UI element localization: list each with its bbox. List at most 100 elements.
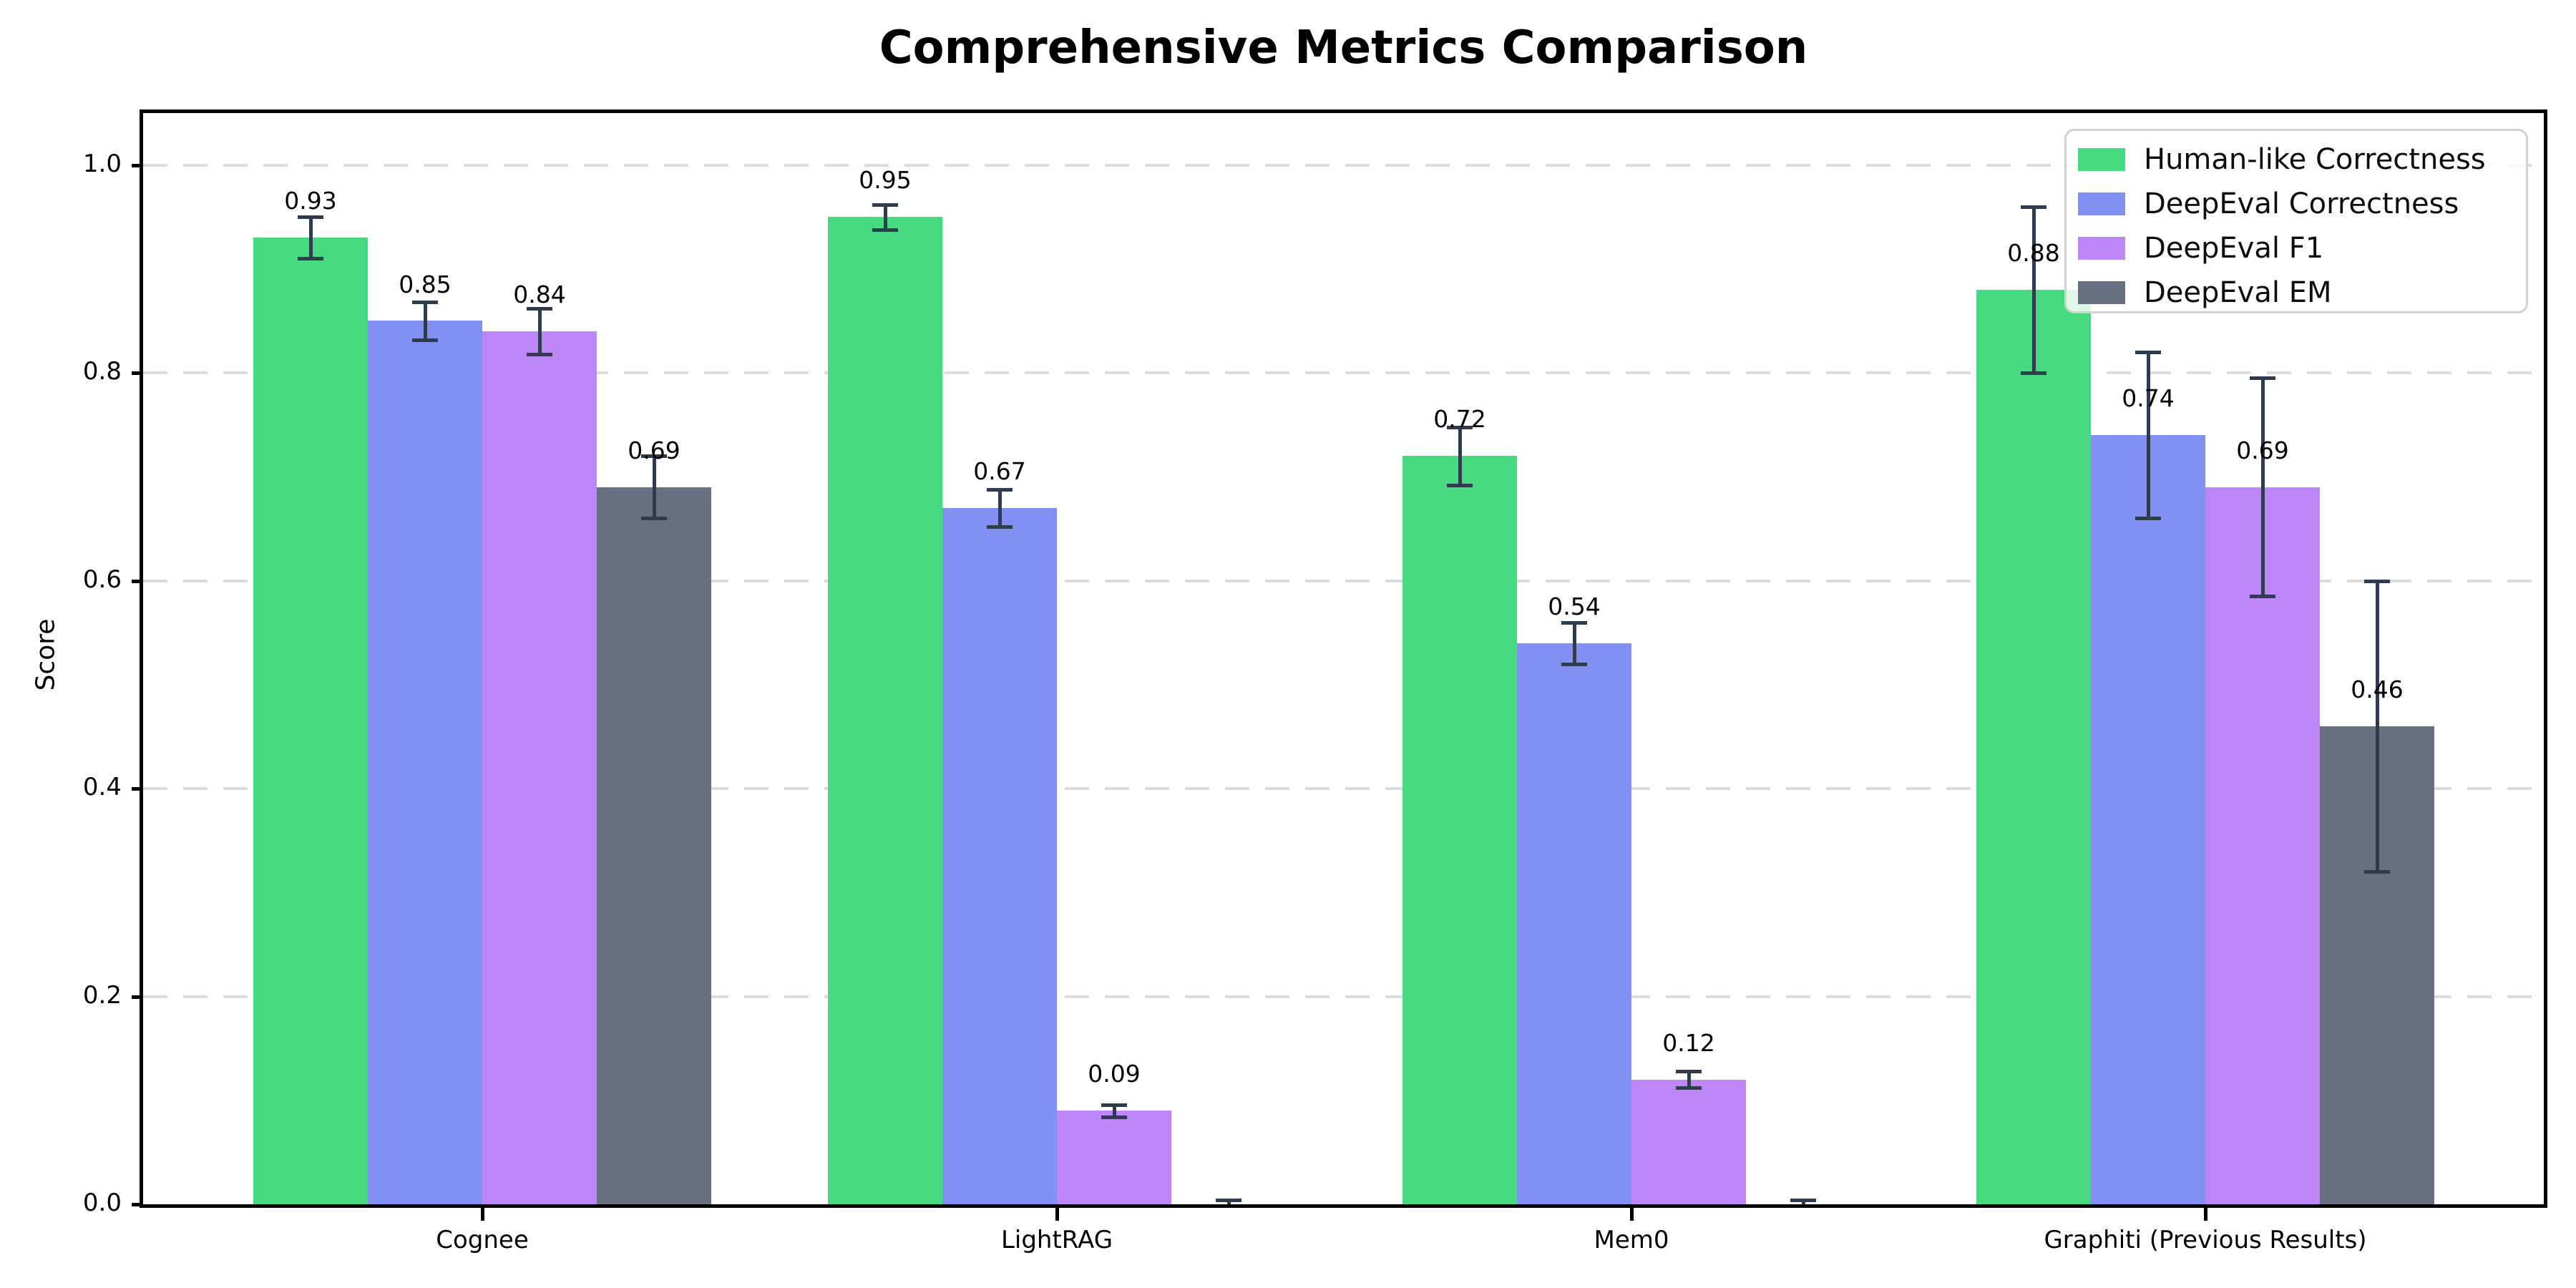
error-bar-cognee-deepeval-em — [652, 456, 656, 519]
bar-mem0-human-like-correctness — [1402, 456, 1517, 1204]
legend-item-deepeval-em: DeepEval EM — [2067, 270, 2526, 316]
error-bar-cognee-deepeval-f1 — [537, 308, 542, 354]
error-cap-top-mem0-deepeval-f1 — [1676, 1070, 1702, 1074]
y-tick-label-0.0: 0.0 — [82, 1189, 122, 1217]
bar-graphiti-previous-results-human-like-correctness — [1976, 289, 2091, 1204]
error-bar-graphiti-previous-results-human-like-correctness — [2031, 206, 2036, 374]
x-tick-label-lightrag: LightRAG — [1000, 1226, 1113, 1254]
error-bar-cognee-deepeval-correctness — [423, 302, 427, 340]
x-tick-mark-mem0 — [1630, 1208, 1634, 1221]
error-bar-mem0-deepeval-f1 — [1687, 1071, 1691, 1088]
x-tick-label-graphiti-previous-results: Graphiti (Previous Results) — [2044, 1226, 2367, 1254]
y-tick-mark-0.4 — [132, 787, 143, 791]
legend-item-deepeval-correctness: DeepEval Correctness — [2067, 181, 2526, 227]
bar-cognee-human-like-correctness — [253, 238, 368, 1204]
y-tick-label-0.4: 0.4 — [82, 773, 122, 802]
y-axis-label: Score — [31, 618, 61, 691]
error-cap-top-mem0-human-like-correctness — [1447, 425, 1473, 429]
legend-item-deepeval-f1: DeepEval F1 — [2067, 225, 2526, 271]
y-tick-label-0.6: 0.6 — [82, 565, 122, 594]
y-tick-label-1.0: 1.0 — [82, 149, 122, 178]
error-cap-bottom-cognee-deepeval-correctness — [412, 338, 438, 342]
bar-lightrag-deepeval-f1 — [1057, 1111, 1171, 1204]
error-cap-bottom-cognee-deepeval-em — [641, 517, 667, 521]
value-label-cognee-deepeval-correctness: 0.85 — [399, 270, 452, 298]
y-tick-mark-1.0 — [132, 163, 143, 167]
error-bar-cognee-human-like-correctness — [308, 217, 313, 259]
error-cap-bottom-cognee-deepeval-f1 — [527, 352, 552, 356]
y-tick-mark-0.0 — [132, 1203, 143, 1206]
bar-cognee-deepeval-f1 — [482, 331, 597, 1204]
x-tick-label-mem0: Mem0 — [1594, 1226, 1669, 1254]
value-label-lightrag-deepeval-f1: 0.09 — [1088, 1060, 1141, 1088]
value-label-graphiti-previous-results-human-like-correctness: 0.88 — [2007, 238, 2060, 267]
bar-mem0-deepeval-correctness — [1517, 643, 1631, 1204]
error-cap-top-graphiti-previous-results-deepeval-correctness — [2135, 351, 2161, 355]
y-tick-label-0.8: 0.8 — [82, 357, 122, 386]
legend-swatch-deepeval-f1 — [2078, 237, 2125, 260]
x-tick-mark-lightrag — [1055, 1208, 1059, 1221]
error-bar-lightrag-deepeval-correctness — [997, 489, 1002, 527]
error-cap-top-lightrag-deepeval-em — [1216, 1199, 1241, 1203]
bar-cognee-deepeval-correctness — [368, 321, 482, 1204]
error-cap-bottom-mem0-human-like-correctness — [1447, 483, 1473, 487]
value-label-lightrag-human-like-correctness: 0.95 — [859, 166, 912, 195]
legend-label-deepeval-f1: DeepEval F1 — [2144, 232, 2324, 265]
error-cap-bottom-mem0-deepeval-em — [1790, 1207, 1816, 1208]
legend: Human-like Correctness DeepEval Correctne… — [2064, 129, 2528, 313]
gridline-1.0 — [143, 163, 2544, 167]
legend-item-human-like-correctness: Human-like Correctness — [2067, 137, 2526, 182]
value-label-mem0-deepeval-f1: 0.12 — [1662, 1028, 1715, 1057]
x-tick-mark-graphiti-previous-results — [2204, 1208, 2207, 1221]
legend-swatch-human-like-correctness — [2078, 148, 2125, 171]
value-label-mem0-deepeval-correctness: 0.54 — [1548, 592, 1601, 620]
gridline-0.4 — [143, 787, 2544, 791]
gridline-0.6 — [143, 579, 2544, 582]
value-label-lightrag-deepeval-correctness: 0.67 — [973, 457, 1026, 485]
error-cap-top-lightrag-human-like-correctness — [872, 203, 898, 207]
error-bar-lightrag-deepeval-f1 — [1112, 1104, 1116, 1117]
error-bar-graphiti-previous-results-deepeval-em — [2375, 580, 2379, 872]
error-cap-top-lightrag-deepeval-f1 — [1101, 1103, 1127, 1107]
error-cap-bottom-graphiti-previous-results-human-like-correctness — [2021, 371, 2046, 376]
gridline-0.8 — [143, 371, 2544, 375]
value-label-graphiti-previous-results-deepeval-f1: 0.69 — [2236, 436, 2289, 464]
error-cap-top-cognee-human-like-correctness — [298, 215, 323, 220]
error-bar-graphiti-previous-results-deepeval-f1 — [2260, 378, 2265, 597]
error-cap-top-cognee-deepeval-f1 — [527, 307, 552, 311]
legend-label-deepeval-em: DeepEval EM — [2144, 276, 2332, 309]
bar-graphiti-previous-results-deepeval-correctness — [2091, 435, 2205, 1204]
y-tick-mark-0.2 — [132, 995, 143, 999]
bar-lightrag-human-like-correctness — [828, 217, 942, 1204]
legend-label-deepeval-correctness: DeepEval Correctness — [2144, 187, 2459, 220]
error-cap-top-graphiti-previous-results-deepeval-em — [2364, 579, 2390, 583]
error-bar-mem0-deepeval-correctness — [1572, 622, 1576, 664]
error-bar-lightrag-human-like-correctness — [883, 204, 887, 230]
y-tick-mark-0.8 — [132, 371, 143, 376]
value-label-cognee-deepeval-f1: 0.84 — [513, 280, 566, 309]
legend-swatch-deepeval-correctness — [2078, 192, 2125, 215]
legend-swatch-deepeval-em — [2078, 281, 2125, 304]
bar-mem0-deepeval-f1 — [1631, 1079, 1746, 1204]
error-cap-bottom-lightrag-human-like-correctness — [872, 228, 898, 232]
error-cap-bottom-graphiti-previous-results-deepeval-em — [2364, 870, 2390, 874]
error-cap-bottom-lightrag-deepeval-em — [1216, 1207, 1241, 1208]
error-cap-bottom-mem0-deepeval-correctness — [1561, 662, 1587, 666]
x-tick-label-cognee: Cognee — [436, 1226, 529, 1254]
bar-cognee-deepeval-em — [597, 487, 711, 1204]
error-cap-top-lightrag-deepeval-correctness — [987, 487, 1013, 492]
error-cap-top-graphiti-previous-results-deepeval-f1 — [2250, 376, 2275, 381]
error-cap-bottom-mem0-deepeval-f1 — [1676, 1086, 1702, 1091]
y-tick-label-0.2: 0.2 — [82, 980, 122, 1010]
value-label-cognee-deepeval-em: 0.69 — [628, 436, 680, 464]
value-label-graphiti-previous-results-deepeval-em: 0.46 — [2351, 675, 2404, 703]
y-tick-mark-0.6 — [132, 579, 143, 583]
error-cap-bottom-lightrag-deepeval-f1 — [1101, 1116, 1127, 1119]
error-cap-bottom-cognee-human-like-correctness — [298, 257, 323, 261]
bar-lightrag-deepeval-correctness — [942, 507, 1057, 1204]
value-label-cognee-human-like-correctness: 0.93 — [284, 187, 337, 215]
error-cap-top-graphiti-previous-results-human-like-correctness — [2021, 205, 2046, 209]
x-tick-mark-cognee — [481, 1208, 484, 1221]
chart-title: Comprehensive Metrics Comparison — [879, 21, 1808, 74]
